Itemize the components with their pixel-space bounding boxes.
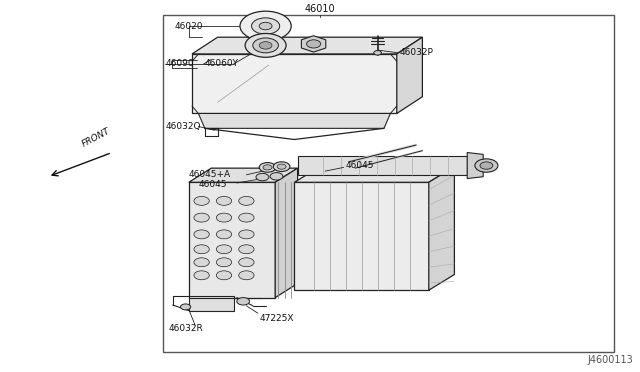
Polygon shape xyxy=(192,37,422,54)
Circle shape xyxy=(239,258,254,267)
Polygon shape xyxy=(189,182,275,298)
Circle shape xyxy=(180,304,191,310)
Circle shape xyxy=(216,196,232,205)
Circle shape xyxy=(475,159,498,172)
Circle shape xyxy=(273,162,290,171)
Circle shape xyxy=(237,298,250,305)
Circle shape xyxy=(239,230,254,239)
Circle shape xyxy=(194,196,209,205)
Circle shape xyxy=(245,33,286,57)
Polygon shape xyxy=(189,296,234,311)
Circle shape xyxy=(480,162,493,169)
Polygon shape xyxy=(298,156,467,175)
Circle shape xyxy=(216,271,232,280)
Text: 46090: 46090 xyxy=(165,60,194,68)
Circle shape xyxy=(239,245,254,254)
Text: 46060Y: 46060Y xyxy=(205,60,239,68)
Circle shape xyxy=(216,245,232,254)
Circle shape xyxy=(239,271,254,280)
Polygon shape xyxy=(429,167,454,290)
Text: J4600113: J4600113 xyxy=(588,355,634,365)
Bar xyxy=(163,15,614,352)
Circle shape xyxy=(194,213,209,222)
Polygon shape xyxy=(467,153,483,179)
Polygon shape xyxy=(397,37,422,113)
Polygon shape xyxy=(294,182,429,290)
Text: 46032P: 46032P xyxy=(400,48,434,57)
Text: 46010: 46010 xyxy=(305,4,335,14)
Circle shape xyxy=(194,258,209,267)
Circle shape xyxy=(194,245,209,254)
Polygon shape xyxy=(189,168,298,182)
Circle shape xyxy=(240,11,291,41)
Text: 47225X: 47225X xyxy=(259,314,294,323)
Polygon shape xyxy=(275,168,298,298)
Circle shape xyxy=(307,40,321,48)
Circle shape xyxy=(216,258,232,267)
Circle shape xyxy=(216,230,232,239)
Circle shape xyxy=(259,163,276,172)
Text: 46020: 46020 xyxy=(175,22,204,31)
Circle shape xyxy=(256,173,269,181)
Polygon shape xyxy=(192,54,397,113)
Circle shape xyxy=(277,164,286,169)
Text: 46045+A: 46045+A xyxy=(189,170,231,179)
Circle shape xyxy=(216,213,232,222)
Polygon shape xyxy=(301,36,326,52)
Circle shape xyxy=(194,271,209,280)
Text: 46045: 46045 xyxy=(198,180,227,189)
Circle shape xyxy=(263,165,272,170)
Circle shape xyxy=(259,42,272,49)
Circle shape xyxy=(259,22,272,30)
Text: 46032R: 46032R xyxy=(168,324,203,333)
Circle shape xyxy=(239,213,254,222)
Circle shape xyxy=(252,18,280,34)
Polygon shape xyxy=(198,113,390,128)
Circle shape xyxy=(194,230,209,239)
Circle shape xyxy=(270,173,283,180)
Text: 46045: 46045 xyxy=(346,161,374,170)
Circle shape xyxy=(239,196,254,205)
Circle shape xyxy=(253,38,278,53)
Circle shape xyxy=(374,51,381,55)
Text: 46032Q: 46032Q xyxy=(165,122,200,131)
Polygon shape xyxy=(294,167,454,182)
Text: FRONT: FRONT xyxy=(80,126,112,149)
